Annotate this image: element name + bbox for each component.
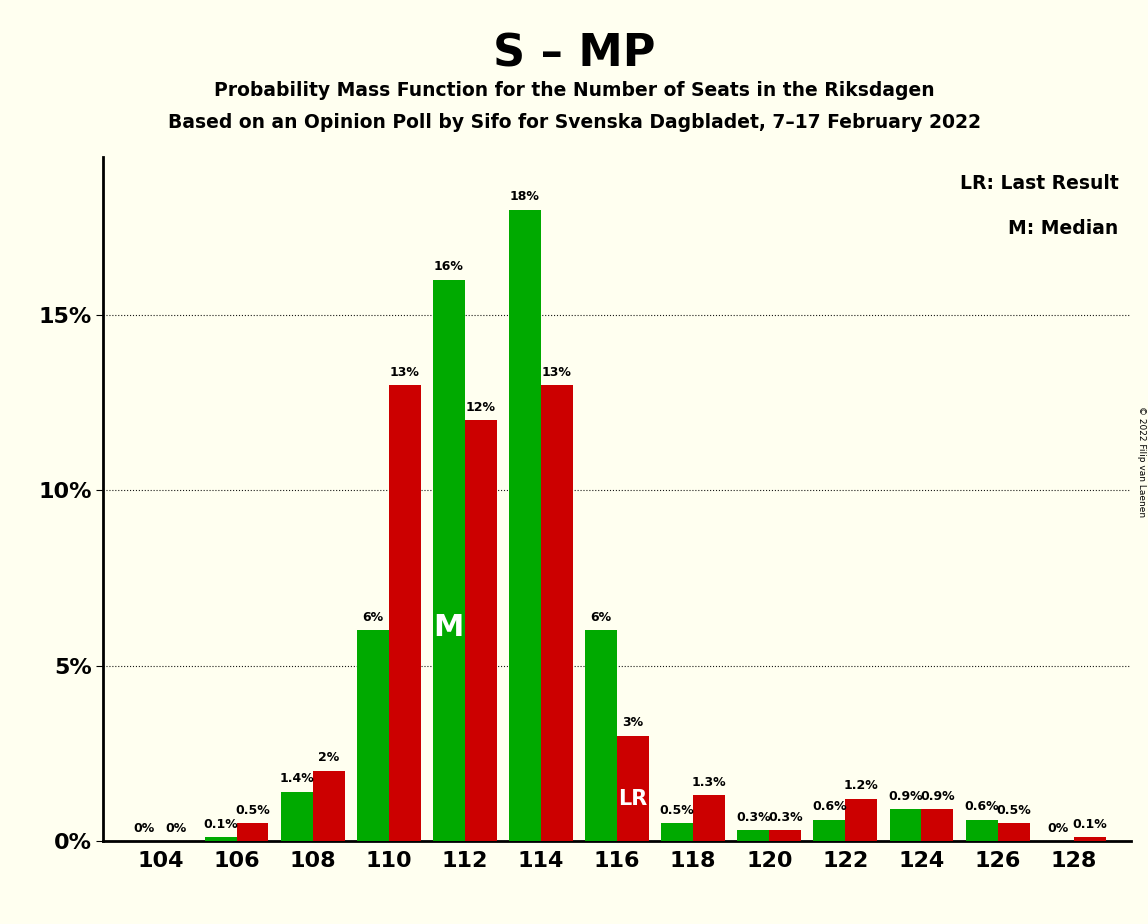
Text: 0.3%: 0.3% <box>736 811 770 824</box>
Text: 12%: 12% <box>466 401 496 414</box>
Text: Probability Mass Function for the Number of Seats in the Riksdagen: Probability Mass Function for the Number… <box>214 81 934 101</box>
Text: 0.1%: 0.1% <box>1072 818 1107 831</box>
Text: 0.5%: 0.5% <box>235 804 270 817</box>
Text: 0.5%: 0.5% <box>996 804 1031 817</box>
Text: 0%: 0% <box>134 821 155 834</box>
Bar <box>357 630 389 841</box>
Text: 18%: 18% <box>510 190 540 203</box>
Bar <box>433 280 465 841</box>
Text: Based on an Opinion Poll by Sifo for Svenska Dagbladet, 7–17 February 2022: Based on an Opinion Poll by Sifo for Sve… <box>168 113 980 132</box>
Text: LR: Last Result: LR: Last Result <box>960 175 1118 193</box>
Text: 1.2%: 1.2% <box>844 780 878 793</box>
Text: 0.5%: 0.5% <box>660 804 695 817</box>
Text: M: M <box>434 614 464 642</box>
Bar <box>965 820 998 841</box>
Bar <box>998 823 1030 841</box>
Bar <box>737 831 769 841</box>
Bar <box>814 820 845 841</box>
Bar <box>204 837 236 841</box>
Text: 1.4%: 1.4% <box>279 772 315 785</box>
Text: 3%: 3% <box>622 716 644 729</box>
Bar <box>389 385 420 841</box>
Text: M: Median: M: Median <box>1008 219 1118 237</box>
Text: 1.3%: 1.3% <box>692 776 727 789</box>
Text: S – MP: S – MP <box>492 32 656 76</box>
Text: © 2022 Filip van Laenen: © 2022 Filip van Laenen <box>1137 407 1146 517</box>
Text: 0.6%: 0.6% <box>812 800 847 813</box>
Bar <box>236 823 269 841</box>
Bar <box>509 210 541 841</box>
Text: 13%: 13% <box>390 366 420 379</box>
Bar <box>693 796 726 841</box>
Text: 0.3%: 0.3% <box>768 811 802 824</box>
Text: 0%: 0% <box>1047 821 1069 834</box>
Bar <box>280 792 312 841</box>
Bar <box>585 630 618 841</box>
Bar <box>312 771 344 841</box>
Text: 6%: 6% <box>590 611 612 624</box>
Text: 0.6%: 0.6% <box>964 800 999 813</box>
Bar <box>465 420 497 841</box>
Text: 0.1%: 0.1% <box>203 818 238 831</box>
Text: 2%: 2% <box>318 751 339 764</box>
Bar <box>845 798 877 841</box>
Text: 0%: 0% <box>165 821 187 834</box>
Bar <box>890 809 922 841</box>
Text: LR: LR <box>619 789 647 808</box>
Text: 0.9%: 0.9% <box>889 790 923 803</box>
Text: 16%: 16% <box>434 261 464 274</box>
Bar <box>1073 837 1106 841</box>
Bar <box>541 385 573 841</box>
Text: 13%: 13% <box>542 366 572 379</box>
Bar <box>661 823 693 841</box>
Bar <box>922 809 954 841</box>
Bar <box>769 831 801 841</box>
Text: 6%: 6% <box>362 611 383 624</box>
Bar <box>618 736 649 841</box>
Text: 0.9%: 0.9% <box>921 790 955 803</box>
